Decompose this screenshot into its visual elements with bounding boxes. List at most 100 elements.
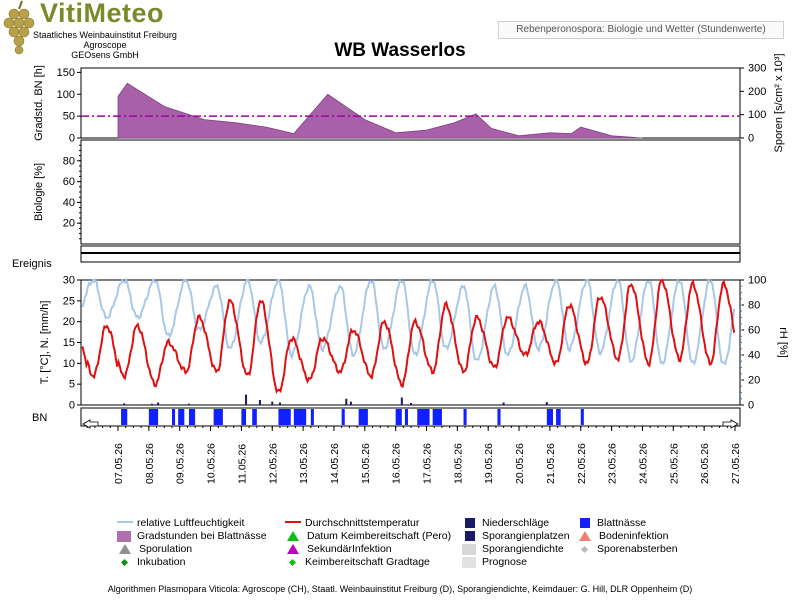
legend-label: Inkubation <box>137 556 186 568</box>
wx-ytick-label: 0 <box>69 400 75 412</box>
x-tick-label: 19.05.26 <box>483 443 495 484</box>
legend-label: Datum Keimbereitschaft (Pero) <box>307 530 452 542</box>
rh-line-observed <box>81 277 736 366</box>
panel-frame-bn <box>80 407 741 427</box>
legend-item: Durchschnittstemperatur <box>285 517 419 529</box>
wx-ytick-label: 5 <box>69 379 75 391</box>
wx-ytick-label-right: 100 <box>748 275 766 287</box>
wx-ytick-label: 25 <box>63 295 75 307</box>
legend-symbol <box>465 531 475 542</box>
blattnaesse-bar <box>171 409 176 425</box>
blattnaesse-bar <box>252 409 257 425</box>
bio-ytick-label: 40 <box>63 197 75 209</box>
legend-item: Niederschläge <box>462 517 549 529</box>
legend-item: Gradstunden bei Blattnässe <box>117 530 267 542</box>
legend-label: Durchschnittstemperatur <box>305 517 420 529</box>
x-tick-label: 16.05.26 <box>391 443 403 484</box>
legend-label: Sporulation <box>139 543 193 555</box>
logo-title: VitiMeteo <box>40 0 165 28</box>
legend-label: Sporenabsterben <box>597 543 678 555</box>
niederschlag-bar <box>187 403 190 405</box>
x-tick-label: 26.05.26 <box>699 443 711 484</box>
legend-label: Blattnässe <box>597 517 647 529</box>
legend-label: Gradstunden bei Blattnässe <box>137 530 267 542</box>
legend-item: relative Luftfeuchtigkeit <box>117 517 244 529</box>
bio-ytick-label: 80 <box>63 155 75 167</box>
legend-label: Keimbereitschaft Gradtage <box>305 556 430 568</box>
legend-symbol <box>462 556 476 568</box>
niederschlag-bar <box>271 401 274 405</box>
legend-label: Bodeninfektion <box>599 530 669 542</box>
legend: relative Luftfeuchtigkeit Durchschnittste… <box>117 517 702 575</box>
blattnaesse-bar <box>417 409 430 425</box>
blattnaesse-bar <box>121 409 128 425</box>
x-tick-label: 08.05.26 <box>144 443 156 484</box>
blattnaesse-bar <box>580 409 584 425</box>
scroll-left-arrow <box>82 419 99 429</box>
legend-item: Datum Keimbereitschaft (Pero) <box>285 530 451 542</box>
legend-item: Keimbereitschaft Gradtage <box>285 556 430 568</box>
bio-ytick-label: 60 <box>63 176 75 188</box>
legend-symbol <box>580 518 590 529</box>
x-tick-label: 11.05.26 <box>236 444 248 484</box>
bn-label: BN <box>32 412 47 424</box>
wx-ylabel: T. [°C], N. [mm/h] <box>39 301 51 385</box>
gp-ytick-label-right: 100 <box>748 109 766 121</box>
legend-item: SekundärInfektion <box>285 543 392 555</box>
wx-ytick-label: 30 <box>63 275 75 287</box>
wx-ytick-label-right: 0 <box>748 400 754 412</box>
x-tick-label: 25.05.26 <box>668 443 680 484</box>
legend-item: Inkubation <box>117 556 185 568</box>
wx-ytick-label-right: 40 <box>748 350 760 362</box>
legend-symbol <box>288 558 297 566</box>
x-tick-label: 07.05.26 <box>113 443 125 484</box>
wx-ylabel-right: rH [%] <box>777 327 789 358</box>
blattnaesse-bar <box>293 409 307 425</box>
niederschlag-bar <box>157 402 160 405</box>
legend-label: Sporangienplatzen <box>482 530 570 542</box>
legend-symbol <box>462 543 476 555</box>
blattnaesse-bar <box>241 409 247 425</box>
x-tick-label: 10.05.26 <box>206 443 218 484</box>
niederschlag-bar <box>150 403 153 405</box>
legend-item: Sporangienplatzen <box>462 530 570 542</box>
legend-item: Sporenabsterben <box>577 543 678 555</box>
blattnaesse-bar <box>463 409 467 425</box>
x-tick-label: 13.05.26 <box>298 443 310 484</box>
x-tick-label: 21.05.26 <box>545 443 557 484</box>
niederschlag-bar <box>502 402 505 405</box>
chart: 0501001500100200300204060800510152025300… <box>12 53 789 484</box>
gp-ytick-label: 100 <box>57 89 75 101</box>
scroll-right-arrow <box>722 419 739 429</box>
niederschlag-bar <box>410 402 413 405</box>
x-tick-label: 22.05.26 <box>576 443 588 484</box>
gp-ytick-label: 0 <box>69 133 75 145</box>
x-tick-label: 20.05.26 <box>514 443 526 484</box>
legend-label: Sporangiendichte <box>482 543 564 555</box>
legend-symbol <box>465 518 475 529</box>
x-tick-label: 23.05.26 <box>607 443 619 484</box>
legend-item: Bodeninfektion <box>577 530 668 542</box>
gp-ytick-label-right: 200 <box>748 86 766 98</box>
legend-label: SekundärInfektion <box>307 543 392 555</box>
niederschlag-bar <box>345 398 348 405</box>
legend-label: relative Luftfeuchtigkeit <box>137 517 245 529</box>
station-title: WB Wasserlos <box>334 40 466 61</box>
legend-item: Sporulation <box>117 543 192 555</box>
blattnaesse-bar <box>497 409 501 425</box>
x-tick-label: 18.05.26 <box>452 443 464 484</box>
x-tick-label: 17.05.26 <box>422 443 434 484</box>
blattnaesse-bar <box>213 409 223 425</box>
logo-line-3: GEOsens GmbH <box>71 50 139 60</box>
blattnaesse-bar <box>278 409 291 425</box>
legend-symbol <box>117 521 133 524</box>
legend-item: Blattnässe <box>577 517 646 529</box>
gp-ylabel-right: Sporen [s/cm² x 10³] <box>773 53 785 152</box>
gradstunden-area <box>117 82 643 139</box>
niederschlag-bar <box>400 397 403 405</box>
blattnaesse-bar <box>148 409 159 425</box>
footer: Algorithmen Plasmopara Viticola: Agrosco… <box>107 584 693 594</box>
gp-ytick-label-right: 0 <box>748 133 754 145</box>
panel-frame-bio <box>80 139 741 245</box>
legend-item: Prognose <box>462 556 527 568</box>
